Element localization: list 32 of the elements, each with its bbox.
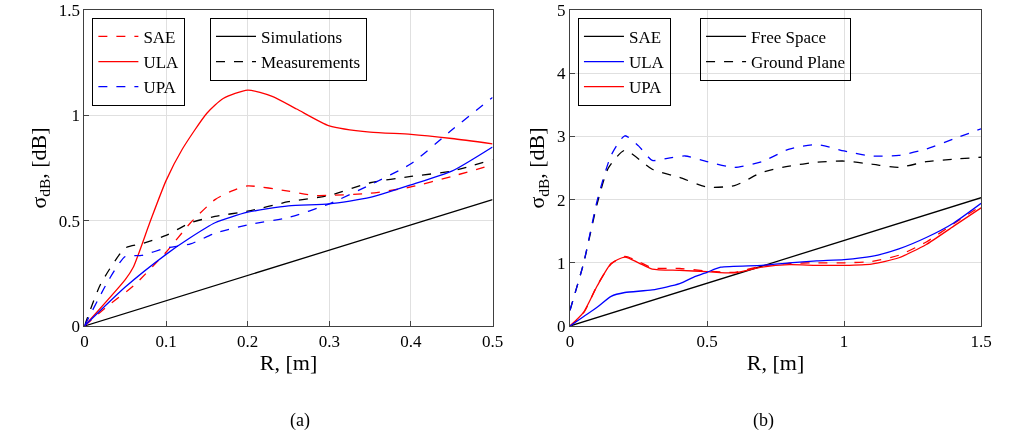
legend-label: Measurements — [260, 53, 361, 73]
legend-label: Ground Plane — [751, 53, 846, 73]
legend-label: UPA — [143, 78, 177, 98]
legend-label: UPA — [628, 78, 663, 98]
y-tick-label: 0.5 — [58, 211, 81, 231]
y-tick-label: 5 — [557, 0, 566, 20]
x-tick-label: 0.4 — [400, 332, 423, 352]
legend-label: Simulations — [260, 28, 343, 48]
y-tick-label: 3 — [557, 127, 566, 147]
x-tick-label: 0.2 — [237, 332, 259, 352]
text: (b) — [753, 410, 774, 431]
legend-label: Free Space — [751, 28, 827, 48]
x-tick-label: 1 — [839, 332, 849, 352]
y-tick-label: 1 — [557, 253, 566, 273]
y-tick-label: 4 — [557, 64, 567, 84]
legend-label: ULA — [143, 53, 180, 73]
y-tick-label: 0 — [71, 316, 81, 336]
legend-label: ULA — [628, 53, 665, 73]
y-tick-label: 1 — [71, 106, 81, 126]
x-tick-label: 0.5 — [481, 332, 504, 352]
x-axis-title: R, [m] — [259, 350, 318, 376]
x-tick-label: 0.1 — [155, 332, 177, 352]
y-tick-label: 0 — [557, 316, 566, 336]
text: (a) — [290, 410, 310, 431]
legend-label: SAE — [143, 28, 176, 48]
x-axis-title: R, [m] — [746, 350, 805, 376]
y-tick-label: 2 — [557, 190, 566, 210]
y-tick-label: 1.5 — [58, 0, 81, 20]
x-tick-label: 0.5 — [696, 332, 718, 352]
x-tick-label: 1.5 — [970, 332, 992, 352]
legend-label: SAE — [628, 28, 662, 48]
x-tick-label: 0.3 — [318, 332, 340, 352]
